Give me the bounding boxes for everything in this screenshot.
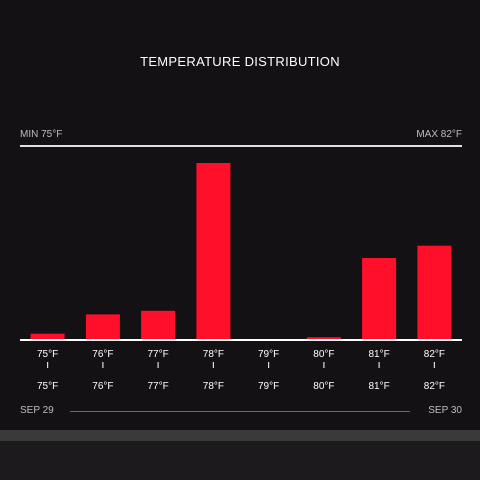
- distribution-chart: 75°F 75°F 76°F 76°F 77°F 77°F 78°F 78°F 79°F 79°F…: [20, 163, 462, 392]
- x-secondary-label-0: 75°F: [37, 381, 58, 392]
- x-tick-label-6: 81°F: [368, 349, 389, 360]
- end-date-label: SEP 30: [428, 405, 462, 416]
- bar-3: [196, 163, 231, 339]
- x-secondary-label-5: 80°F: [313, 381, 334, 392]
- bar-6: [362, 258, 397, 339]
- x-tick-label-5: 80°F: [313, 349, 334, 360]
- x-secondary-label-7: 82°F: [424, 381, 445, 392]
- x-tick-label-0: 75°F: [37, 349, 58, 360]
- x-secondary-label-3: 78°F: [203, 381, 224, 392]
- bar-1: [85, 314, 120, 339]
- x-tick-label-1: 76°F: [92, 349, 113, 360]
- bar-0: [30, 333, 65, 339]
- x-secondary-label-4: 79°F: [258, 381, 279, 392]
- x-secondary-label-2: 77°F: [147, 381, 168, 392]
- x-tick-label-2: 77°F: [147, 349, 168, 360]
- bar-5: [306, 337, 341, 339]
- chart-title: TEMPERATURE DISTRIBUTION: [140, 54, 340, 69]
- bar-7: [417, 245, 452, 339]
- x-secondary-label-6: 81°F: [368, 381, 389, 392]
- min-temperature-label: MIN 75°F: [20, 129, 63, 140]
- start-date-label: SEP 29: [20, 405, 54, 416]
- bottom-divider-band: [0, 430, 480, 441]
- date-range-line: [70, 411, 410, 412]
- max-temperature-label: MAX 82°F: [416, 129, 462, 140]
- bottom-panel: [0, 441, 480, 480]
- x-tick-label-4: 79°F: [258, 349, 279, 360]
- x-tick-label-3: 78°F: [203, 349, 224, 360]
- bar-2: [141, 310, 176, 339]
- x-tick-label-7: 82°F: [424, 349, 445, 360]
- max-reference-line: [20, 145, 462, 147]
- x-secondary-label-1: 76°F: [92, 381, 113, 392]
